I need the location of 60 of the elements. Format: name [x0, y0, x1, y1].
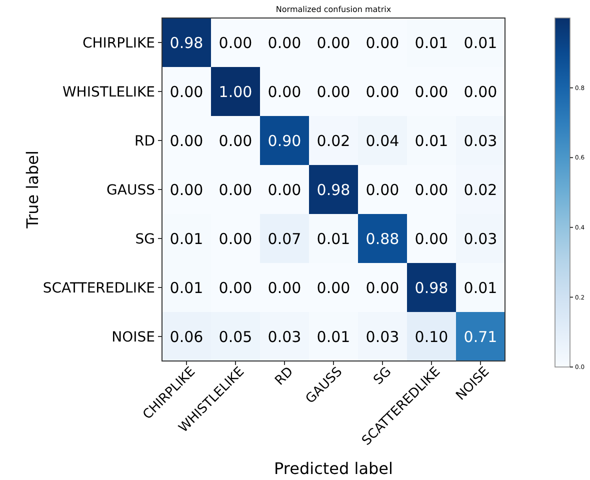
data-label: 1.00: [218, 82, 252, 101]
data-label: 0.07: [268, 230, 302, 248]
data-label: 0.00: [170, 180, 204, 199]
y-tick-label: CHIRPLIKE: [82, 35, 155, 52]
data-label: 0.03: [268, 328, 302, 346]
data-label: 0.00: [464, 82, 498, 101]
data-label: 0.00: [268, 278, 302, 297]
data-label: 0.00: [414, 180, 448, 199]
data-label: 0.00: [170, 132, 204, 150]
x-axis-title: Predicted label: [274, 459, 393, 478]
data-label: 0.01: [170, 230, 204, 248]
data-label: 0.02: [316, 132, 350, 150]
data-label: 0.00: [218, 230, 252, 248]
data-label: 0.00: [366, 278, 400, 297]
data-label: 0.02: [464, 180, 498, 199]
data-label: 0.00: [316, 278, 350, 297]
y-axis-title: True label: [23, 150, 42, 230]
data-label: 0.00: [218, 278, 252, 297]
data-label: 0.01: [170, 278, 204, 297]
data-label: 0.05: [218, 328, 252, 346]
data-label: 0.00: [218, 34, 252, 52]
x-tick-label: RD: [272, 364, 297, 389]
data-label: 0.00: [268, 34, 302, 52]
data-label: 0.06: [170, 328, 204, 346]
data-label: 0.03: [366, 328, 400, 346]
data-label: 0.00: [218, 180, 252, 199]
data-label: 0.01: [316, 230, 350, 248]
data-label: 0.00: [316, 34, 350, 52]
data-label: 0.90: [268, 132, 302, 150]
data-label: 0.98: [316, 180, 350, 199]
data-label: 0.00: [414, 230, 448, 248]
data-label: 0.00: [268, 82, 302, 101]
data-label: 0.01: [464, 278, 498, 297]
y-tick-label: RD: [134, 133, 155, 150]
data-label: 0.03: [464, 230, 498, 248]
y-tick-label: GAUSS: [106, 182, 156, 198]
y-tick-label: WHISTLELIKE: [62, 84, 155, 100]
data-label: 0.03: [464, 132, 498, 150]
data-label: 0.98: [170, 34, 204, 52]
data-label: 0.71: [464, 328, 498, 346]
data-label: 0.00: [316, 82, 350, 101]
data-label: 0.00: [218, 132, 252, 150]
data-label: 0.98: [414, 278, 448, 297]
data-label: 0.00: [170, 82, 204, 101]
data-label: 0.04: [366, 132, 400, 150]
chart-title: Normalized confusion matrix: [276, 5, 392, 14]
y-tick-label: SG: [135, 231, 155, 248]
data-label: 0.01: [414, 34, 448, 52]
data-label: 0.00: [268, 180, 302, 199]
data-label: 0.00: [366, 34, 400, 52]
y-tick-label: NOISE: [112, 329, 155, 346]
data-label: 0.88: [366, 230, 400, 248]
data-label: 0.00: [414, 82, 448, 101]
y-tick-label: SCATTEREDLIKE: [42, 280, 155, 296]
data-label: 0.01: [316, 328, 350, 346]
data-label: 0.01: [414, 132, 448, 150]
data-label: 0.00: [366, 82, 400, 101]
data-label: 0.01: [464, 34, 498, 52]
data-label: 0.10: [414, 328, 448, 346]
data-label: 0.00: [366, 180, 400, 199]
